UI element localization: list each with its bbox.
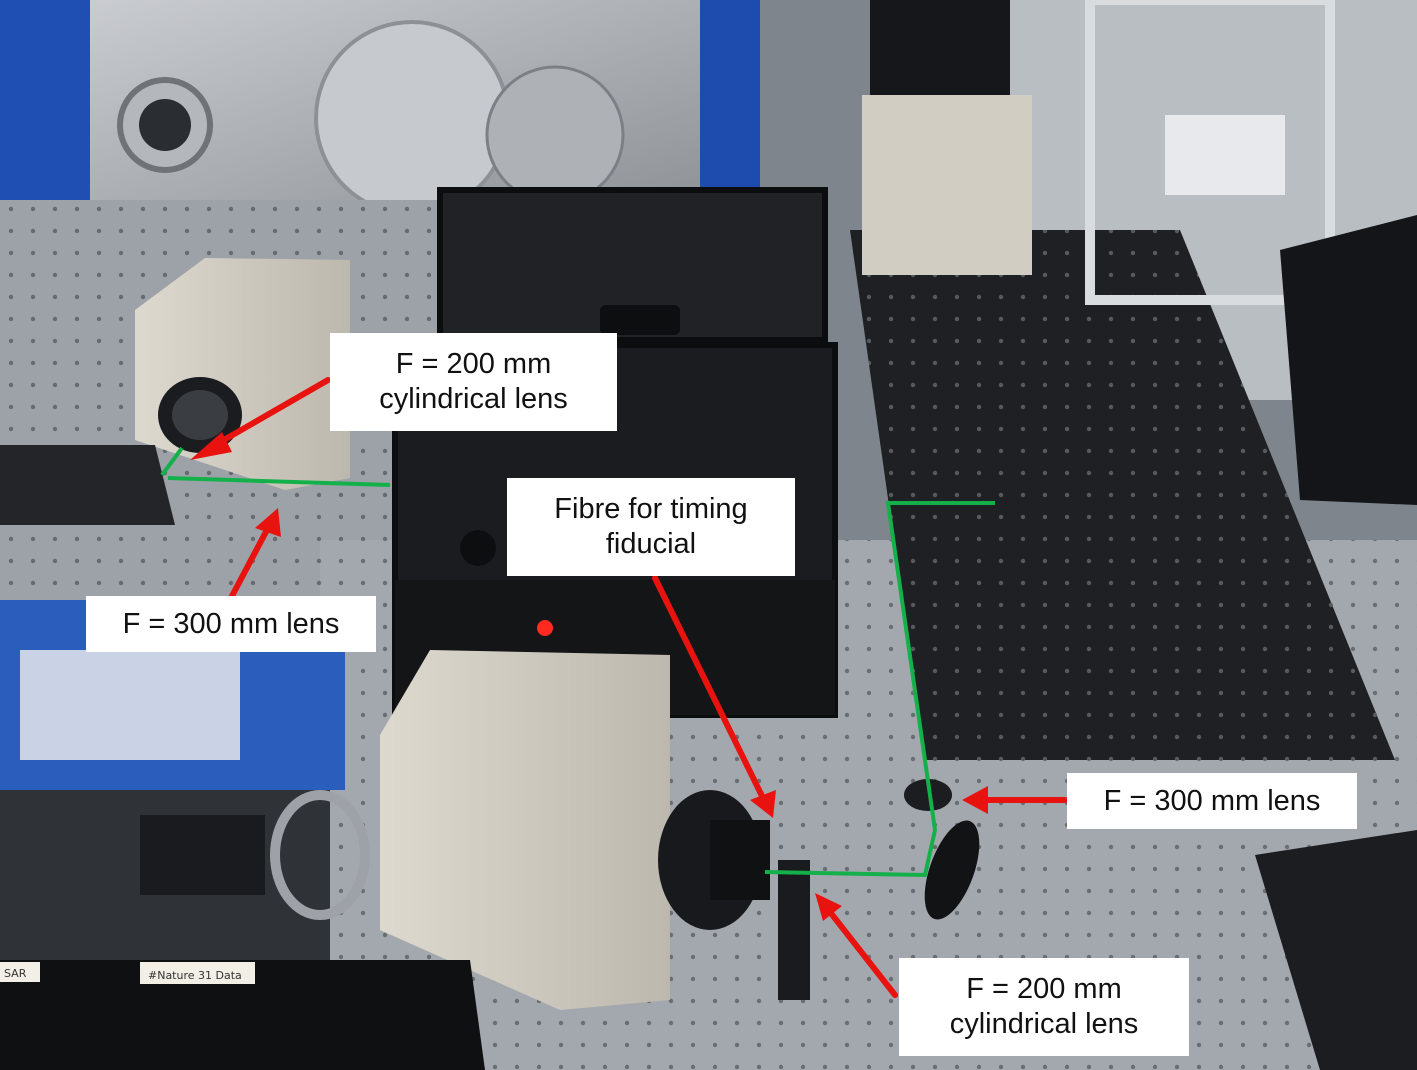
label-fibre: Fibre for timing fiducial [507, 478, 795, 576]
label-line: F = 300 mm lens [122, 607, 340, 640]
beam-path [160, 446, 995, 878]
streak-camera-bottom [140, 650, 770, 1010]
note-left-text: SAR [4, 967, 27, 980]
laptop-right [1255, 830, 1417, 1070]
controller-box [862, 95, 1032, 275]
label-line: cylindrical lens [379, 383, 568, 415]
black-breadboard [850, 230, 1395, 760]
mirror-mount [924, 820, 980, 920]
shelf-rack [1085, 0, 1335, 305]
label-left-lens: F = 300 mm lens [86, 596, 376, 652]
label-line: fiducial [605, 528, 697, 560]
label-top-left-cylindrical-lens: F = 200 mm cylindrical lens [330, 333, 617, 431]
label-bottom-cylindrical-lens: F = 200 mm cylindrical lens [899, 958, 1189, 1056]
label-right-lens: F = 300 mm lens [1067, 773, 1357, 829]
sticky-note-text: #Nature 31 Data [148, 969, 242, 982]
label-line: Fibre for timing [554, 493, 748, 526]
sticky-note [140, 962, 255, 984]
black-enclosure [392, 187, 838, 718]
label-line: F = 200 mm [966, 973, 1122, 1006]
arrows [190, 377, 1068, 998]
laptop-bottom [0, 960, 485, 1070]
cyl-lens-post [778, 860, 810, 1000]
label-line: F = 300 mm lens [1103, 784, 1321, 817]
monitor-right [1280, 215, 1417, 505]
label-line: cylindrical lens [949, 1008, 1139, 1040]
laptop-left [0, 445, 175, 525]
label-line: F = 200 mm [395, 348, 552, 381]
